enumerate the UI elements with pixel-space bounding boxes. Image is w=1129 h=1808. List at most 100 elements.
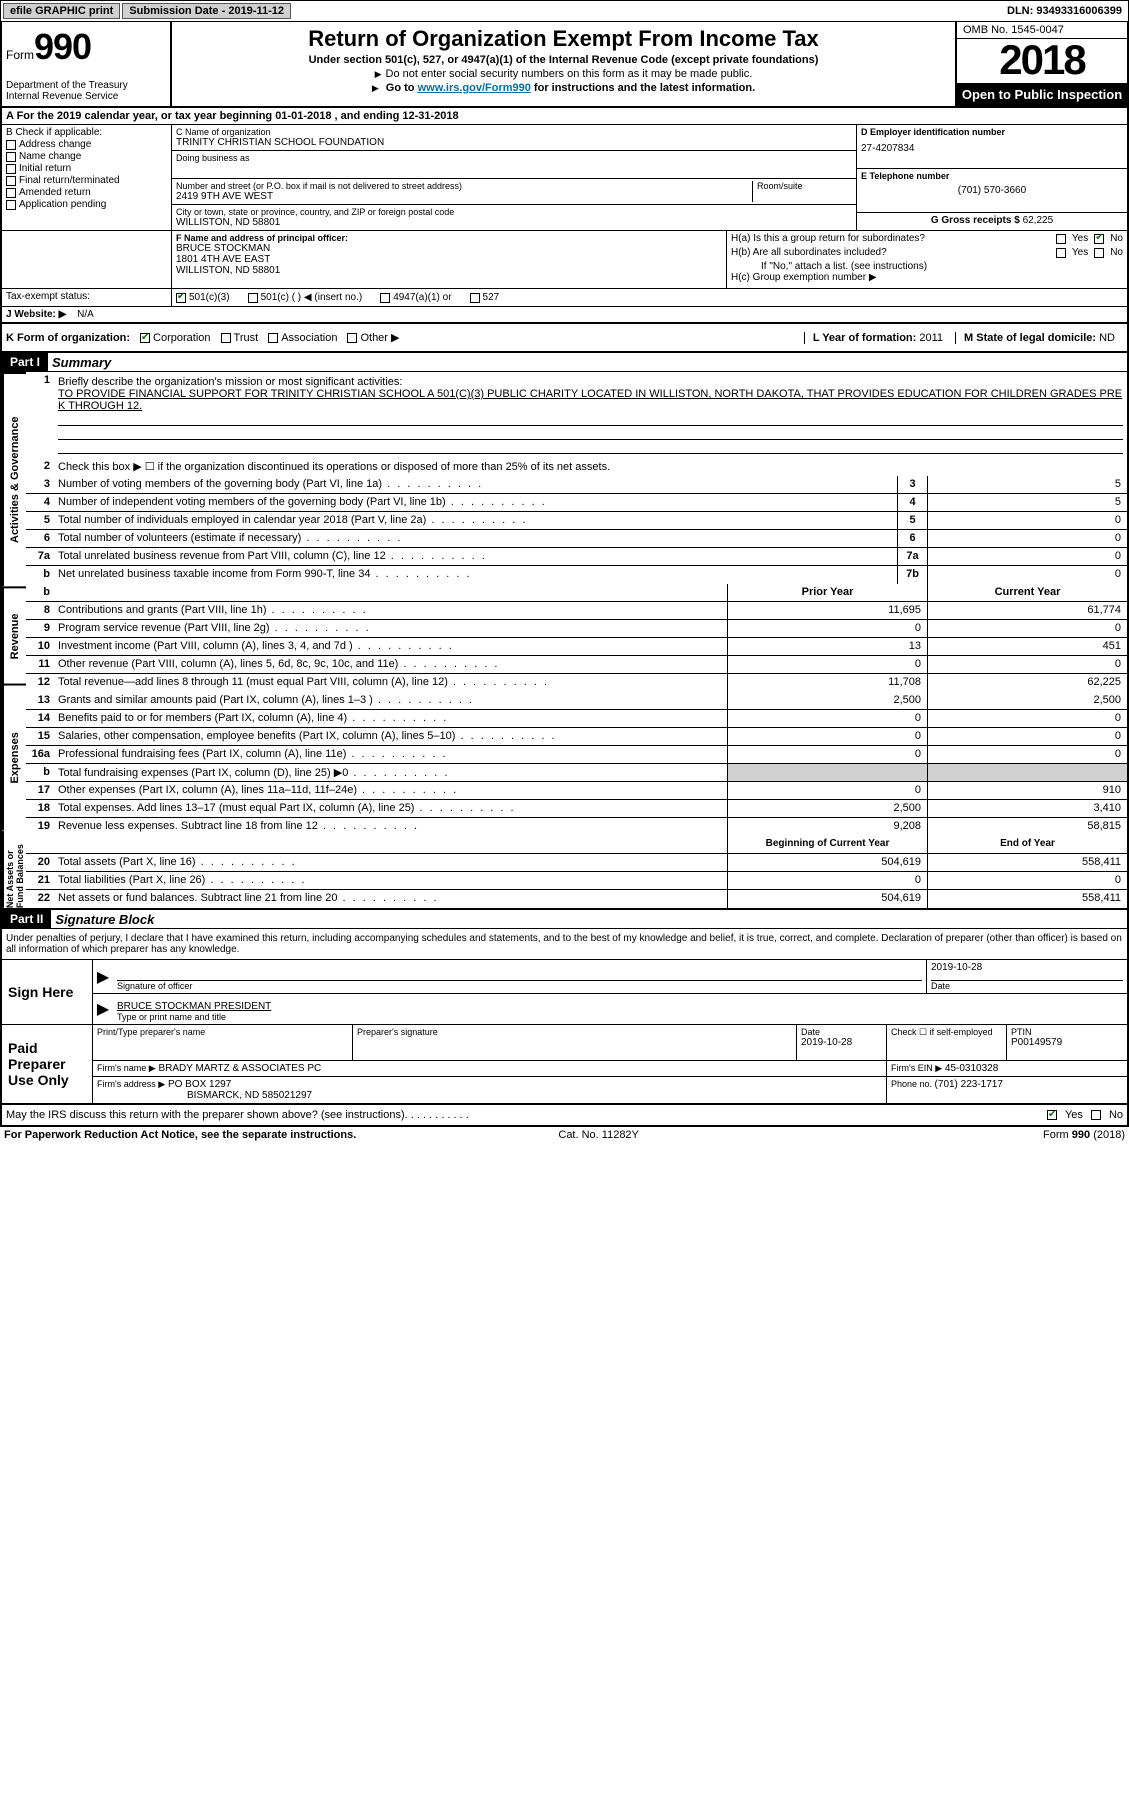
summary-row-4: 4 Number of independent voting members o… [26,494,1127,512]
vtab-netassets: Net Assets or Fund Balances [2,831,26,908]
row-box: 7a [897,548,927,565]
top-bar: efile GRAPHIC print Submission Date - 20… [0,0,1129,22]
header-middle: Return of Organization Exempt From Incom… [172,22,957,106]
goto-post: for instructions and the latest informat… [531,82,755,94]
row-current: 451 [927,638,1127,655]
summary-row-21: 21 Total liabilities (Part X, line 26) 0… [26,872,1127,890]
header-right: OMB No. 1545-0047 2018 Open to Public In… [957,22,1127,106]
chk-final-return[interactable]: Final return/terminated [6,175,167,186]
summary-row-7a: 7a Total unrelated business revenue from… [26,548,1127,566]
line-1-content: Briefly describe the organization's miss… [54,372,1127,458]
discuss-yes: Yes [1065,1109,1083,1121]
chk-address-change[interactable]: Address change [6,139,167,150]
addr-val: 2419 9TH AVE WEST [176,191,752,202]
chk-501c[interactable]: 501(c) ( ) ◀ (insert no.) [248,292,363,303]
row-prior: 0 [727,782,927,799]
row-desc: Total number of individuals employed in … [54,512,897,529]
hb-yes-chk[interactable] [1056,248,1066,258]
city-val: WILLISTON, ND 58801 [176,217,852,228]
row-desc: Total assets (Part X, line 16) [54,854,727,871]
footer-left: For Paperwork Reduction Act Notice, see … [4,1129,356,1141]
line-1-num: 1 [26,372,54,458]
website-val: N/A [77,309,94,320]
row-num: 7a [26,548,54,565]
summary-row-15: 15 Salaries, other compensation, employe… [26,728,1127,746]
summary-row-22: 22 Net assets or fund balances. Subtract… [26,890,1127,908]
row-prior: 0 [727,728,927,745]
row-val: 0 [927,530,1127,547]
h-a-lbl: H(a) Is this a group return for subordin… [731,233,1050,244]
ha-yes-chk[interactable] [1056,234,1066,244]
form-num: 990 [34,26,91,68]
row-desc: Program service revenue (Part VIII, line… [54,620,727,637]
vtab-expenses: Expenses [2,684,26,831]
row-desc: Revenue less expenses. Subtract line 18 … [54,818,727,836]
chk-other[interactable]: Other ▶ [347,331,399,344]
discuss-no: No [1109,1109,1123,1121]
chk-association[interactable]: Association [268,332,337,344]
chk-527[interactable]: 527 [470,292,500,303]
row-box: 3 [897,476,927,493]
chk-application-pending[interactable]: Application pending [6,199,167,210]
discuss-dots [405,1109,469,1121]
part-i-title: Summary [52,355,111,370]
prior-current-header: b Prior Year Current Year [26,584,1127,602]
hb-no-chk[interactable] [1094,248,1104,258]
form990-link[interactable]: www.irs.gov/Form990 [418,82,531,94]
discuss-row: May the IRS discuss this return with the… [0,1105,1129,1127]
perjury-statement: Under penalties of perjury, I declare th… [2,929,1127,960]
part-ii-header: Part II Signature Block [0,910,1129,929]
summary-row-5: 5 Total number of individuals employed i… [26,512,1127,530]
footer-right: Form 990 (2018) [1043,1129,1125,1141]
summary-row-13: 13 Grants and similar amounts paid (Part… [26,692,1127,710]
row-box: 6 [897,530,927,547]
row-num: 17 [26,782,54,799]
row-desc: Total revenue—add lines 8 through 11 (mu… [54,674,727,692]
discuss-yes-chk[interactable] [1047,1110,1057,1120]
row-desc: Total expenses. Add lines 13–17 (must eq… [54,800,727,817]
chk-501c3[interactable]: 501(c)(3) [176,292,230,303]
chk-amended-return[interactable]: Amended return [6,187,167,198]
ptin-val: P00149579 [1011,1037,1123,1048]
discuss-no-chk[interactable] [1091,1110,1101,1120]
firm-phone-lbl: Phone no. [891,1079,935,1089]
chk-name-change[interactable]: Name change [6,151,167,162]
box-g: G Gross receipts $ 62,225 [857,213,1127,228]
row-prior: 504,619 [727,854,927,871]
prep-date: 2019-10-28 [801,1037,882,1048]
row-num: b [26,566,54,584]
form-number: Form 990 [6,26,166,68]
efile-button[interactable]: efile GRAPHIC print [3,3,120,19]
chk-trust[interactable]: Trust [221,332,259,344]
row-num: 13 [26,692,54,709]
row-desc: Salaries, other compensation, employee b… [54,728,727,745]
row-prior: 0 [727,872,927,889]
row-current [927,764,1127,781]
row-num: 18 [26,800,54,817]
row-desc: Professional fundraising fees (Part IX, … [54,746,727,763]
chk-4947[interactable]: 4947(a)(1) or [380,292,451,303]
summary-row-9: 9 Program service revenue (Part VIII, li… [26,620,1127,638]
row-num: 4 [26,494,54,511]
submission-date-button[interactable]: Submission Date - 2019-11-12 [122,3,291,19]
firm-addr-lbl: Firm's address ▶ [97,1079,165,1089]
row-box: 5 [897,512,927,529]
row-desc: Total fundraising expenses (Part IX, col… [54,764,727,781]
ha-no-chk[interactable] [1094,234,1104,244]
addr-lbl: Number and street (or P.O. box if mail i… [176,181,752,191]
row-current: 2,500 [927,692,1127,709]
box-f-spacer [2,231,172,288]
summary-row-3: 3 Number of voting members of the govern… [26,476,1127,494]
row-prior: 0 [727,710,927,727]
chk-corporation[interactable]: Corporation [140,332,210,344]
chk-initial-return[interactable]: Initial return [6,163,167,174]
tax-exempt-lbl: Tax-exempt status: [2,289,172,306]
row-val: 0 [927,566,1127,584]
row-prior: 0 [727,656,927,673]
firm-ein-lbl: Firm's EIN ▶ [891,1063,942,1073]
part-ii-title: Signature Block [55,912,154,927]
row-prior: 13 [727,638,927,655]
row-current: 558,411 [927,854,1127,871]
end-year-hdr: End of Year [927,836,1127,853]
line-1-lbl: Briefly describe the organization's miss… [58,376,402,388]
